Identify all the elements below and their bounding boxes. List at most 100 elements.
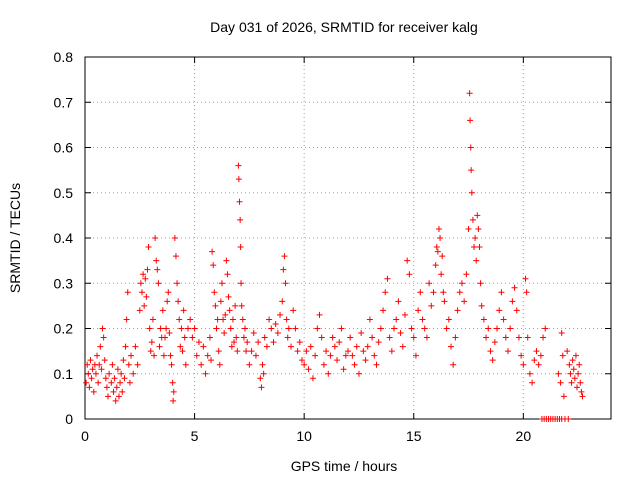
data-point [88, 375, 95, 382]
data-point [154, 266, 161, 273]
data-point [569, 357, 576, 364]
data-point [478, 302, 485, 309]
data-point [220, 316, 227, 323]
data-point [558, 330, 565, 337]
data-point [164, 298, 171, 305]
axis-ticks: 0 0.1 0.2 0.3 0.4 0.5 0.6 0.7 0.8 0 5 10 15 20 [54, 49, 611, 444]
data-point [567, 370, 574, 377]
data-point [138, 289, 145, 296]
data-point [115, 393, 122, 400]
data-point [452, 334, 459, 341]
data-point [353, 343, 360, 350]
data-point [101, 357, 108, 364]
data-point [574, 384, 581, 391]
data-point [480, 316, 487, 323]
data-point [320, 361, 327, 368]
data-point [430, 289, 437, 296]
data-point [458, 280, 465, 287]
data-point [211, 289, 218, 296]
data-point [485, 325, 492, 332]
data-point [421, 325, 428, 332]
data-point [170, 388, 177, 395]
data-point [274, 330, 281, 337]
data-point [206, 334, 213, 341]
data-point [515, 334, 522, 341]
data-point [487, 348, 494, 355]
y-tick-label: 0 [65, 411, 73, 427]
data-point [217, 298, 224, 305]
data-point [241, 325, 248, 332]
x-axis-label: GPS time / hours [291, 458, 398, 474]
data-point [95, 379, 102, 386]
data-point [109, 361, 116, 368]
data-point [163, 325, 170, 332]
y-tick-label: 0.2 [54, 321, 74, 337]
data-point [117, 379, 124, 386]
data-point [435, 225, 442, 232]
data-point [507, 325, 514, 332]
data-point [146, 325, 153, 332]
data-point [202, 370, 209, 377]
data-point [579, 393, 586, 400]
data-point [572, 352, 579, 359]
data-point [410, 334, 417, 341]
data-point [218, 280, 225, 287]
data-point [283, 316, 290, 323]
data-point [438, 271, 445, 278]
data-point [167, 352, 174, 359]
data-point [165, 289, 172, 296]
data-point [432, 262, 439, 269]
data-point [393, 316, 400, 323]
data-point [175, 298, 182, 305]
data-point [526, 370, 533, 377]
data-point [153, 257, 160, 264]
data-point [141, 302, 148, 309]
data-point [238, 302, 245, 309]
data-point [134, 361, 141, 368]
data-point [448, 343, 455, 350]
data-point [571, 375, 578, 382]
data-point [132, 343, 139, 350]
data-point [327, 352, 334, 359]
x-tick-label: 10 [296, 428, 312, 444]
data-point [465, 225, 472, 232]
data-point [171, 235, 178, 241]
data-point [280, 266, 287, 273]
data-point [557, 379, 564, 386]
data-point [234, 348, 241, 355]
data-point [345, 348, 351, 355]
data-point [268, 325, 275, 332]
data-point [221, 330, 228, 337]
data-point [440, 289, 447, 296]
data-point [94, 352, 101, 359]
data-point [426, 280, 433, 287]
y-tick-label: 0.1 [54, 366, 74, 382]
data-point [578, 388, 585, 395]
data-point [466, 90, 473, 97]
data-point [178, 325, 185, 332]
data-point [159, 307, 166, 314]
data-point [285, 325, 292, 332]
data-point [323, 348, 330, 355]
data-point [334, 357, 341, 364]
data-point [122, 343, 129, 350]
data-point [106, 370, 113, 377]
data-point [494, 325, 501, 332]
data-point [384, 275, 391, 282]
data-point [232, 302, 239, 309]
data-point [168, 361, 175, 368]
data-point [105, 393, 112, 400]
data-point [305, 366, 312, 373]
data-point [504, 348, 511, 355]
data-point [294, 348, 301, 355]
data-point [137, 280, 144, 287]
data-point [375, 339, 382, 346]
data-point [364, 343, 371, 350]
data-point [298, 357, 305, 364]
y-tick-label: 0.8 [54, 49, 74, 65]
data-point [195, 339, 202, 346]
data-point [102, 375, 109, 382]
data-point [228, 343, 235, 350]
data-point [125, 361, 132, 368]
data-point [103, 384, 110, 391]
